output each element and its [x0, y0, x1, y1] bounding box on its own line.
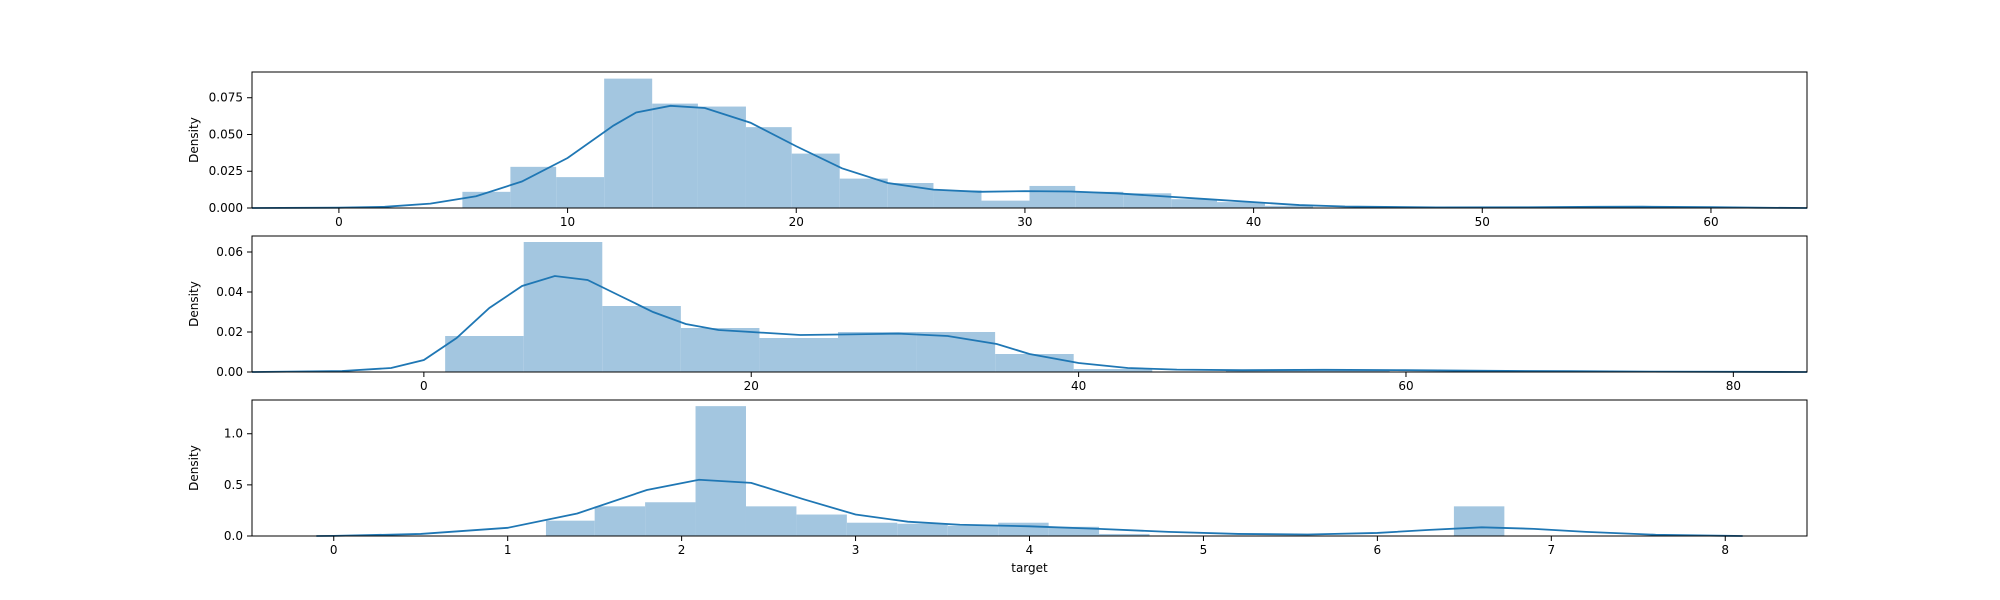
x-tick-label: 3: [852, 543, 860, 557]
histogram-bar: [1265, 205, 1314, 208]
x-tick-label: 40: [1246, 215, 1261, 229]
y-axis-ticks-2: 0.00 0.02 0.04 0.06: [216, 245, 252, 379]
histogram-bar: [652, 103, 698, 208]
y-tick-label: 0.5: [224, 478, 243, 492]
y-tick-label: 0.00: [216, 365, 243, 379]
histogram-bar: [695, 406, 746, 536]
y-axis-label-3: Density: [187, 445, 201, 491]
histogram-bars-2: [445, 242, 1390, 372]
y-axis-ticks-1: 0.000 0.025 0.050 0.075: [209, 91, 252, 215]
x-tick-label: 5: [1200, 543, 1208, 557]
histogram-bar: [523, 242, 603, 372]
histogram-bar: [1453, 506, 1505, 536]
histogram-bar: [947, 525, 999, 536]
histogram-bar: [995, 354, 1074, 372]
x-axis-ticks-2: 0 20 40 60 80: [420, 372, 1741, 393]
histogram-bar: [916, 332, 996, 372]
x-axis-label-3: target: [1011, 561, 1048, 575]
x-tick-label: 6: [1374, 543, 1382, 557]
histogram-bar: [645, 502, 696, 536]
histogram-bars-3: [545, 406, 1505, 536]
x-tick-label: 0: [330, 543, 338, 557]
density-curve-2: [251, 275, 1808, 373]
histogram-bar: [839, 178, 888, 208]
histogram-bar: [897, 523, 948, 536]
histogram-bars-1: [462, 78, 1689, 209]
density-curve-3: [316, 478, 1743, 537]
x-tick-label: 7: [1547, 543, 1555, 557]
histogram-bar: [759, 338, 838, 372]
x-tick-label: 1: [504, 543, 512, 557]
histogram-bar: [697, 106, 746, 208]
histogram-bar: [1123, 193, 1172, 208]
y-tick-label: 1.0: [224, 427, 243, 441]
x-tick-label: 2: [678, 543, 686, 557]
histogram-bar: [556, 177, 605, 208]
histogram-bar: [1307, 370, 1390, 372]
histogram-bar: [510, 166, 557, 208]
x-tick-label: 0: [335, 215, 343, 229]
histogram-bar: [680, 328, 760, 372]
subplot-3: 0 1 2 3 4 5 6 7 8 0.0 0.5 1.0 Density target: [187, 399, 1808, 575]
histogram-bar: [933, 190, 982, 208]
y-tick-label: 0.000: [209, 201, 243, 215]
axes-frame-1: [251, 71, 1808, 209]
histogram-bar: [745, 506, 797, 536]
x-tick-label: 60: [1703, 215, 1718, 229]
y-tick-label: 0.075: [209, 91, 243, 105]
histogram-bar: [545, 520, 595, 536]
x-axis-ticks-3: 0 1 2 3 4 5 6 7 8: [330, 536, 1729, 557]
x-tick-label: 50: [1475, 215, 1490, 229]
x-tick-label: 80: [1726, 379, 1741, 393]
x-tick-label: 8: [1721, 543, 1729, 557]
x-tick-label: 4: [1026, 543, 1034, 557]
x-tick-label: 60: [1398, 379, 1413, 393]
y-tick-label: 0.02: [216, 325, 243, 339]
histogram-bar: [837, 332, 917, 372]
histogram-bar: [462, 191, 511, 208]
x-axis-ticks-1: 0 10 20 30 40 50 60: [335, 208, 1719, 229]
histogram-bar: [1217, 202, 1266, 208]
histogram-bar: [1029, 185, 1076, 208]
y-tick-label: 0.025: [209, 164, 243, 178]
x-tick-label: 20: [744, 379, 759, 393]
histogram-bar: [1225, 370, 1308, 372]
density-curve-1: [251, 104, 1808, 209]
histogram-bar: [1048, 526, 1100, 536]
histogram-bar: [1073, 369, 1153, 372]
histogram-bar: [1171, 199, 1218, 208]
y-axis-label-2: Density: [187, 281, 201, 327]
histogram-bar: [791, 153, 840, 208]
x-tick-label: 40: [1071, 379, 1086, 393]
y-tick-label: 0.050: [209, 127, 243, 141]
histogram-bar: [981, 200, 1030, 208]
y-tick-label: 0.04: [216, 285, 243, 299]
histogram-bar: [445, 336, 524, 372]
x-tick-label: 0: [420, 379, 428, 393]
y-axis-ticks-3: 0.0 0.5 1.0: [224, 427, 252, 543]
x-tick-label: 10: [560, 215, 575, 229]
histogram-bar: [604, 78, 653, 209]
subplot-2: 0 20 40 60 80 0.00 0.02 0.04 0.06 Density: [187, 235, 1808, 393]
histogram-bar: [594, 506, 646, 536]
x-tick-label: 30: [1017, 215, 1032, 229]
histogram-bar: [745, 127, 792, 208]
axes-frame-3: [251, 399, 1808, 537]
histogram-bar: [846, 522, 898, 536]
y-tick-label: 0.06: [216, 245, 243, 259]
histogram-bar: [1099, 533, 1150, 536]
y-axis-label-1: Density: [187, 117, 201, 163]
histogram-bar: [998, 522, 1049, 536]
x-tick-label: 20: [789, 215, 804, 229]
axes-frame-2: [251, 235, 1808, 373]
histogram-bar: [796, 514, 847, 536]
histogram-bar: [602, 306, 681, 372]
histogram-bar: [1075, 191, 1124, 208]
y-tick-label: 0.0: [224, 529, 243, 543]
subplot-1: 0 10 20 30 40 50 60 0.000 0.025 0.050 0.075 Densi…: [187, 71, 1808, 229]
